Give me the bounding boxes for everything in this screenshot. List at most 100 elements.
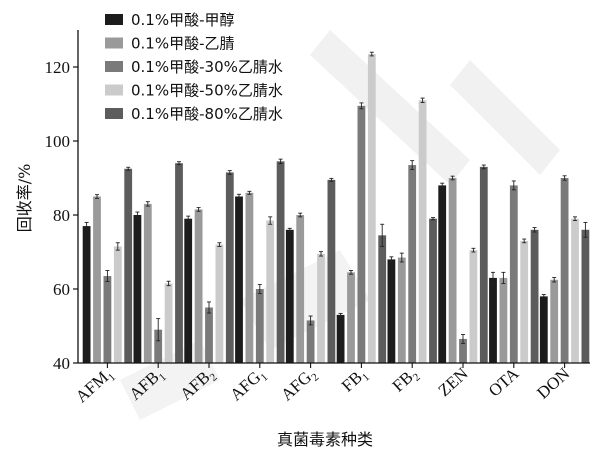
error-bar-DON-series-4: [573, 216, 577, 222]
error-bar-AFM1-series-1: [84, 221, 89, 231]
bar-AFB2-series-3: [205, 307, 213, 363]
error-bar-AFG1-series-1: [237, 193, 241, 200]
error-bar-FB2-series-3: [410, 160, 415, 170]
bar-FB2-series-2: [397, 257, 406, 363]
error-bar-AFB2-series-5: [227, 170, 232, 175]
bar-OTA-series-5: [530, 229, 539, 363]
error-bar-ZEN-series-4: [471, 247, 476, 253]
bar-DON-series-3: [560, 178, 569, 363]
error-bar-AFB1-series-5: [177, 161, 181, 166]
x-tick-label-ZEN: ZEN: [434, 364, 471, 400]
watermark-stroke: [310, 30, 560, 185]
bar-AFM1-series-5: [124, 168, 133, 363]
error-bar-AFG1-series-3: [257, 284, 262, 294]
x-tick-label-base: AFG: [226, 368, 264, 405]
bar-OTA-series-4: [520, 240, 529, 363]
error-bar-FB1-series-5: [380, 223, 385, 247]
error-bar-FB1-series-3: [359, 102, 364, 110]
error-bar-AFG1-series-5: [278, 158, 283, 165]
axes-group: [77, 30, 590, 364]
x-tick-label-base: ZEN: [434, 364, 471, 400]
watermark: [120, 30, 560, 420]
y-ticks-group: 40 60 80 100 120: [45, 58, 78, 373]
y-axis-title: 回收率/%: [15, 164, 34, 233]
bar-AFB2-series-2: [194, 209, 203, 363]
y-tick-label: 60: [53, 280, 70, 299]
bar-AFG2-series-1: [285, 229, 294, 363]
error-bar-AFG2-series-5: [329, 177, 334, 182]
legend-label: 0.1%甲酸-甲醇: [131, 11, 235, 29]
error-bar-AFB1-series-4: [166, 280, 171, 287]
error-bar-OTA-series-2: [501, 271, 506, 284]
error-bar-AFM1-series-5: [126, 166, 131, 171]
x-tick-label-base: AFG: [277, 368, 315, 405]
error-bar-ZEN-series-3: [461, 334, 465, 344]
error-bar-OTA-series-5: [532, 227, 537, 233]
y-tick-label: 80: [53, 206, 70, 225]
x-tick-label-base: FB: [389, 368, 417, 396]
bar-AFG1-series-3: [255, 289, 264, 363]
error-bar-AFB2-series-2: [196, 207, 201, 212]
bar-AFB1-series-2: [143, 203, 152, 363]
error-bar-FB2-series-1: [389, 256, 394, 263]
bar-AFB1-series-4: [164, 283, 173, 363]
bar-AFM1-series-1: [82, 226, 91, 363]
y-tick-label: 100: [45, 132, 71, 151]
bar-ZEN-series-1: [438, 185, 447, 363]
bar-ZEN-series-4: [469, 250, 478, 363]
bar-OTA-series-1: [489, 277, 497, 363]
error-bar-ZEN-series-5: [481, 164, 486, 170]
legend-swatch: [105, 14, 123, 25]
x-tick-label-FB1: FB1: [338, 364, 372, 398]
error-bar-AFB2-series-3: [207, 301, 211, 314]
error-bar-AFG1-series-2: [247, 190, 252, 195]
error-bar-FB2-series-4: [420, 97, 425, 103]
bars-group: [82, 54, 590, 364]
bar-AFG2-series-3: [306, 320, 315, 363]
bar-DON-series-5: [581, 229, 590, 363]
x-tick-label-FB2: FB2: [389, 364, 423, 398]
error-bar-AFB1-series-1: [135, 211, 140, 219]
bar-ZEN-series-5: [479, 166, 488, 363]
bar-DON-series-2: [550, 279, 559, 363]
bar-AFG2-series-5: [327, 179, 336, 363]
error-bar-AFM1-series-4: [115, 242, 120, 251]
error-bar-ZEN-series-1: [440, 182, 445, 189]
error-bar-FB1-series-2: [349, 270, 353, 275]
error-bar-DON-series-2: [552, 277, 557, 283]
error-bar-DON-series-3: [562, 175, 567, 181]
bar-OTA-series-3: [509, 185, 518, 363]
y-tick-label: 120: [45, 58, 71, 77]
bar-ZEN-series-2: [448, 178, 457, 363]
x-tick-label-base: OTA: [485, 363, 523, 400]
legend-swatch: [105, 108, 123, 119]
x-tick-label-base: FB: [338, 368, 366, 396]
bar-AFB1-series-5: [175, 163, 183, 363]
error-bar-AFG2-series-2: [298, 212, 303, 218]
bar-AFG1-series-5: [276, 161, 285, 363]
bar-FB2-series-3: [408, 165, 417, 363]
legend-item-5: 0.1%甲酸-80%乙腈水: [105, 105, 283, 123]
error-bars-group: [84, 51, 588, 344]
bar-AFG1-series-4: [266, 220, 275, 363]
bar-ZEN-series-3: [459, 338, 467, 363]
error-bar-AFG1-series-4: [268, 216, 273, 225]
legend-label: 0.1%甲酸-乙腈: [131, 35, 235, 53]
bar-FB2-series-4: [418, 100, 427, 364]
error-bar-FB1-series-4: [369, 51, 374, 57]
legend-swatch: [105, 84, 123, 96]
bar-AFG2-series-2: [296, 215, 305, 363]
bar-FB1-series-1: [336, 314, 345, 363]
error-bar-ZEN-series-2: [450, 175, 455, 181]
bar-FB1-series-5: [378, 235, 387, 363]
legend-item-2: 0.1%甲酸-乙腈: [105, 35, 235, 53]
bar-FB2-series-5: [429, 218, 437, 363]
bar-AFG1-series-1: [235, 196, 243, 363]
error-bar-AFB1-series-2: [145, 201, 150, 207]
legend-item-4: 0.1%甲酸-50%乙腈水: [105, 82, 283, 100]
x-axis-title: 真菌毒素种类: [277, 430, 373, 449]
x-tick-label-OTA: OTA: [485, 363, 523, 400]
legend: 0.1%甲酸-甲醇 0.1%甲酸-乙腈 0.1%甲酸-30%乙腈水 0.1%甲酸-50…: [105, 11, 283, 123]
legend-label: 0.1%甲酸-50%乙腈水: [131, 82, 283, 100]
